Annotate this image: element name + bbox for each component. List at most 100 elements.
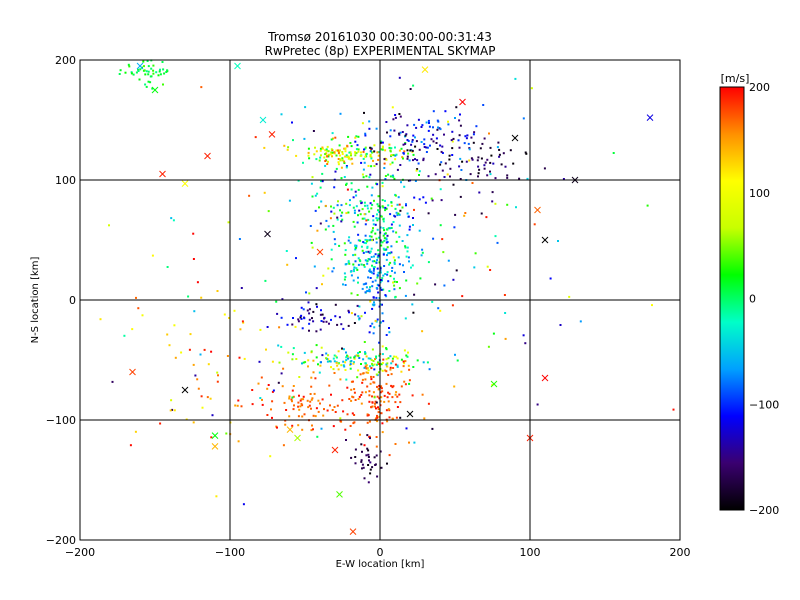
data-point [427, 175, 430, 178]
data-point [379, 271, 382, 274]
data-point [162, 68, 165, 71]
data-point [366, 204, 369, 207]
data-point [193, 310, 196, 313]
data-point [338, 316, 341, 319]
data-point [318, 159, 321, 162]
data-point [372, 272, 375, 275]
data-point [315, 356, 318, 359]
data-point [425, 151, 428, 153]
data-point [336, 204, 339, 207]
data-point [402, 264, 404, 267]
data-point [151, 254, 154, 257]
data-point [465, 137, 468, 140]
data-point [291, 424, 294, 427]
data-point [386, 273, 389, 276]
data-point [487, 345, 490, 348]
data-point [375, 417, 377, 420]
data-point [259, 397, 262, 399]
data-point [372, 391, 375, 394]
data-point [470, 157, 473, 160]
data-point [473, 266, 476, 269]
data-point [287, 146, 290, 149]
data-point [166, 333, 169, 336]
data-point [369, 202, 372, 205]
data-point [354, 247, 357, 249]
data-point [489, 161, 492, 164]
data-point [358, 395, 361, 398]
data-point [357, 276, 359, 279]
data-point [396, 364, 399, 367]
data-point [424, 201, 427, 204]
data-point [370, 165, 373, 168]
data-point [349, 363, 352, 366]
data-point [366, 447, 369, 450]
data-point-cross [316, 248, 324, 256]
data-point [165, 71, 168, 73]
data-point [490, 154, 493, 157]
data-point [366, 207, 369, 210]
data-point [143, 69, 146, 72]
data-point [406, 149, 409, 152]
data-point [398, 132, 400, 135]
data-point [353, 322, 356, 324]
data-point [406, 124, 409, 127]
data-point [353, 270, 355, 273]
data-point [376, 219, 379, 222]
data-point [418, 229, 421, 232]
data-point [298, 408, 301, 411]
data-point [382, 358, 385, 361]
data-point [227, 221, 230, 224]
data-point [144, 73, 147, 76]
data-point [439, 224, 442, 227]
data-point [359, 373, 362, 376]
data-point [323, 408, 325, 411]
y-tick-label: −100 [46, 414, 76, 427]
data-point [447, 259, 450, 262]
data-point [360, 151, 362, 154]
data-point [405, 279, 408, 282]
data-point [406, 234, 409, 237]
data-point [357, 150, 360, 153]
data-point [328, 322, 330, 325]
data-point [352, 380, 354, 383]
data-point [428, 122, 430, 124]
data-point [407, 140, 410, 142]
data-point [312, 414, 315, 417]
data-point [422, 361, 425, 364]
data-point [152, 72, 155, 75]
data-point [332, 206, 335, 209]
data-point [266, 387, 269, 390]
colorbar-tick-label: 100 [749, 187, 770, 200]
x-tick-label: 200 [670, 546, 691, 559]
data-point [388, 331, 391, 334]
data-point [216, 380, 219, 383]
data-point [394, 154, 397, 157]
data-point [354, 253, 357, 256]
data-point [330, 366, 332, 369]
data-point [365, 242, 367, 245]
data-point [354, 154, 357, 157]
data-point [389, 275, 392, 278]
data-point [430, 197, 433, 200]
data-point [128, 65, 131, 68]
data-point [207, 363, 210, 366]
data-point [365, 371, 368, 374]
data-point [320, 427, 323, 430]
data-point [478, 191, 481, 194]
data-point [375, 296, 378, 299]
data-point [330, 248, 333, 251]
data-point [192, 258, 195, 260]
data-point [270, 408, 272, 411]
data-point [203, 348, 206, 351]
data-point [404, 383, 407, 386]
data-point [503, 294, 506, 296]
data-point [354, 313, 357, 316]
data-point [393, 129, 396, 132]
data-point [451, 147, 454, 150]
data-point [367, 250, 370, 253]
data-point [338, 149, 341, 152]
data-point [344, 147, 347, 150]
data-point [364, 223, 367, 226]
data-point [291, 396, 294, 399]
data-point [363, 366, 366, 369]
